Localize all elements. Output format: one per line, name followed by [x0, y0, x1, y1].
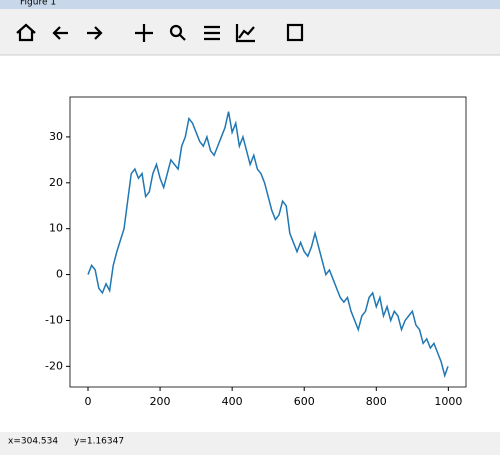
- data-line: [87, 111, 449, 379]
- y-tick-label: 10: [49, 222, 63, 235]
- x-tick-label: 1000: [434, 395, 462, 408]
- x-tick-label: 600: [294, 395, 315, 408]
- edit-button[interactable]: [235, 24, 255, 43]
- y-tick-label: -20: [45, 359, 63, 372]
- plot: 0 200 400 600 800 1000 -20 -10 0 10 20 30: [45, 96, 467, 408]
- x-tick-label: 200: [150, 395, 171, 408]
- x-tick-label: 400: [222, 395, 243, 408]
- toolbar-icons[interactable]: [16, 23, 304, 43]
- zoom-button[interactable]: [169, 24, 186, 41]
- status-x: x=304.534: [8, 437, 58, 447]
- x-tick-label: 0: [85, 395, 92, 408]
- forward-button[interactable]: [87, 26, 103, 40]
- status-bar: [0, 432, 500, 455]
- title-bar: [0, 0, 500, 9]
- pan-button[interactable]: [135, 24, 153, 42]
- y-tick-label: -10: [45, 313, 63, 326]
- axes-frame: [69, 96, 467, 388]
- home-button[interactable]: [16, 23, 36, 42]
- y-tick-label: 30: [49, 130, 63, 143]
- status-y: y=1.16347: [74, 437, 124, 447]
- save-button[interactable]: [286, 23, 304, 42]
- y-tick-label: 0: [56, 268, 63, 281]
- subplots-button[interactable]: [204, 25, 220, 41]
- y-tick-label: 20: [49, 176, 63, 189]
- x-tick-label: 800: [366, 395, 387, 408]
- window-title: Figure 1: [20, 0, 56, 8]
- back-button[interactable]: [52, 26, 68, 40]
